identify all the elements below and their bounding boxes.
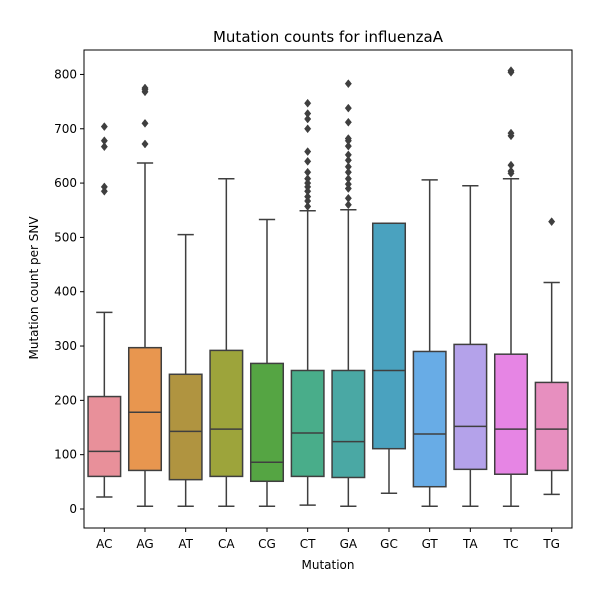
outlier-point xyxy=(100,142,108,152)
x-tick-label: TA xyxy=(462,537,478,551)
box-ag xyxy=(127,346,163,472)
outlier-point xyxy=(344,117,352,127)
x-tick-label: GT xyxy=(422,537,439,551)
outlier-point xyxy=(100,136,108,146)
outlier-point xyxy=(304,202,312,211)
chart-title: Mutation counts for influenzaA xyxy=(213,28,444,46)
y-tick-label: 800 xyxy=(54,67,77,81)
outlier-point xyxy=(344,167,352,177)
outlier-point xyxy=(141,83,149,93)
box-tg xyxy=(534,381,569,472)
y-tick-label: 0 xyxy=(69,502,77,516)
box-ca xyxy=(209,349,244,478)
box-at xyxy=(168,373,203,481)
x-tick-label: CG xyxy=(258,537,276,551)
x-axis-label: Mutation xyxy=(301,558,354,572)
plot-area: 0 100 200 300 400 500 600 700 800 AC AG AT CA CG CT GA G… xyxy=(54,66,569,551)
outlier-point xyxy=(304,156,312,166)
x-tick-label: AC xyxy=(96,537,112,551)
x-tick-label: CT xyxy=(300,537,316,551)
outlier-point xyxy=(344,174,352,184)
outlier-point xyxy=(304,124,312,134)
x-tick-label: GC xyxy=(380,537,398,551)
x-tick-label: AT xyxy=(178,537,193,551)
y-tick-label: 700 xyxy=(54,122,77,136)
outlier-point xyxy=(507,128,515,138)
outlier-point xyxy=(344,162,352,172)
outlier-point xyxy=(304,147,312,156)
box-tc xyxy=(493,353,529,475)
box-cg xyxy=(249,362,285,483)
outlier-point xyxy=(344,150,352,160)
box-ta xyxy=(453,343,488,471)
x-tick-label: GA xyxy=(340,537,358,551)
outlier-point xyxy=(507,166,515,176)
outlier-point xyxy=(304,192,312,202)
outlier-point xyxy=(304,98,312,108)
y-tick-label: 400 xyxy=(54,285,77,299)
y-tick-label: 300 xyxy=(54,339,77,353)
outlier-point xyxy=(344,141,352,151)
y-tick-label: 100 xyxy=(54,448,77,462)
outlier-point xyxy=(100,182,108,192)
outlier-point xyxy=(100,122,108,131)
outlier-point xyxy=(304,114,312,124)
x-tick-label: AG xyxy=(136,537,153,551)
y-tick-label: 200 xyxy=(54,393,77,407)
outlier-point xyxy=(507,160,515,170)
outlier-point xyxy=(344,134,352,143)
outlier-point xyxy=(344,155,352,165)
y-tick-label: 600 xyxy=(54,176,77,190)
box-ct xyxy=(290,369,325,478)
box-gc xyxy=(371,222,407,450)
plot-frame xyxy=(83,49,573,529)
outlier-point xyxy=(141,118,149,128)
outlier-point xyxy=(344,79,352,89)
y-tick-label: 500 xyxy=(54,230,77,244)
outlier-point xyxy=(304,174,312,184)
x-tick-label: TC xyxy=(502,537,518,551)
outlier-point xyxy=(304,109,312,118)
outlier-point xyxy=(344,200,352,210)
outlier-point xyxy=(304,167,312,177)
outlier-point xyxy=(344,193,352,203)
x-tick-label: CA xyxy=(218,537,235,551)
outlier-point xyxy=(344,103,352,113)
outlier-point xyxy=(507,66,515,76)
outlier-point xyxy=(141,139,149,149)
outlier-point xyxy=(548,217,556,227)
x-tick-label: TG xyxy=(542,537,560,551)
box-ac xyxy=(87,395,122,478)
box-gt xyxy=(412,350,447,488)
box-ga xyxy=(331,369,366,479)
y-axis-label: Mutation count per SNV xyxy=(27,216,41,360)
outlier-point xyxy=(344,179,352,189)
